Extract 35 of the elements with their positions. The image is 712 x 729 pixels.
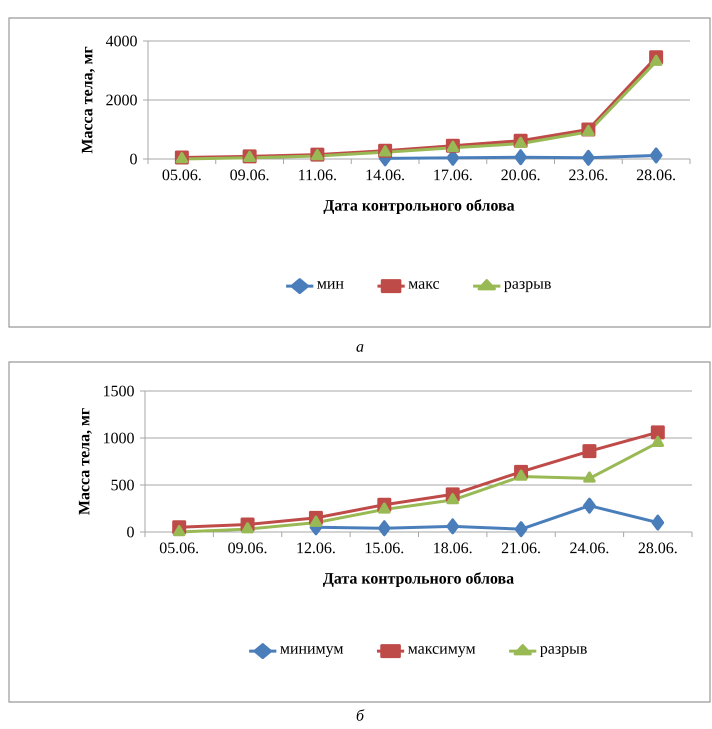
y-tick-label: 0 [127, 526, 134, 538]
y-axis-title: Масса тела, мг [78, 408, 92, 515]
x-tick-label: 05.06. [162, 170, 201, 180]
legend-label: разрыв [540, 646, 587, 658]
x-tick-label: 28.06. [638, 542, 677, 554]
legend-label: минимум [280, 646, 344, 658]
x-axis-title: Дата контрольного облова [322, 572, 514, 587]
x-tick-label: 15.06. [366, 542, 404, 554]
x-tick-label: 11.06. [299, 170, 336, 180]
text: а [356, 344, 364, 352]
y-axis-title: Масса тела, мг [82, 46, 95, 154]
legend-label: максимум [408, 646, 476, 658]
y-tick-label: 500 [112, 480, 134, 490]
y-tick-label: 4000 [106, 36, 137, 46]
x-tick-label: 18.06. [434, 542, 472, 554]
x-tick-label: 05.06. [160, 542, 198, 554]
legend-label: разрыв [504, 281, 551, 292]
x-tick-label: 24.06. [570, 542, 608, 554]
y-tick-label: 0 [130, 154, 137, 164]
y-tick-label: 2000 [106, 94, 137, 106]
x-tick-label: 17.06. [434, 170, 472, 180]
x-axis-title: Дата контрольного облова [323, 199, 514, 214]
x-tick-label: 09.06. [228, 542, 266, 554]
x-tick-label: 23.06. [569, 170, 608, 180]
x-tick-label: 14.06. [366, 170, 404, 180]
x-tick-label: 28.06. [636, 170, 676, 180]
y-tick-label: 1000 [104, 432, 134, 444]
x-tick-label: 12.06. [297, 542, 335, 554]
x-tick-label: 09.06. [230, 170, 268, 180]
legend-label: мин [317, 281, 344, 289]
x-tick-label: 20.06. [501, 170, 540, 180]
x-tick-label: 21.06. [502, 542, 540, 554]
text: б [356, 709, 364, 721]
y-tick-label: 1500 [104, 386, 134, 396]
legend-label: макс [408, 281, 440, 289]
